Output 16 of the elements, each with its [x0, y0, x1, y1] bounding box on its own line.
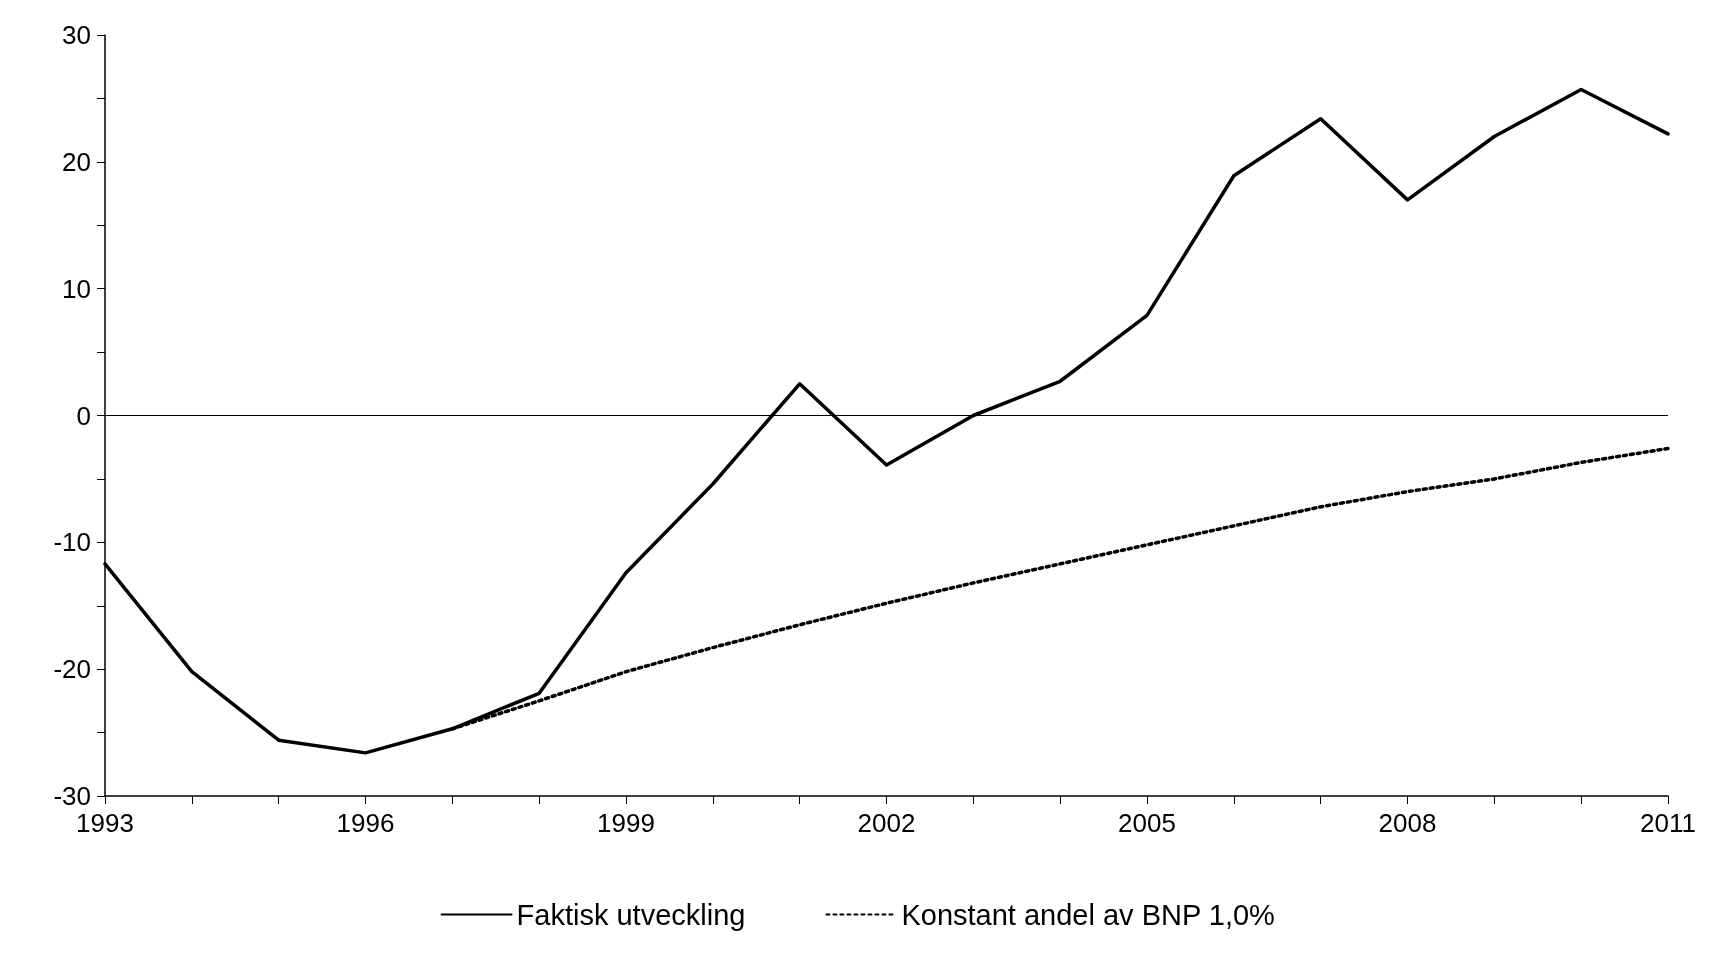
legend-label: Konstant andel av BNP 1,0%	[901, 898, 1275, 931]
y-tick-label: 10	[62, 273, 91, 304]
y-tick-label: -10	[53, 527, 91, 558]
y-tick-label: 30	[62, 20, 91, 50]
x-tick-label: 2005	[1118, 808, 1176, 838]
y-tick-label: 20	[62, 146, 91, 177]
x-tick-label: 2011	[1640, 808, 1696, 838]
x-tick-label: 2008	[1378, 808, 1437, 838]
x-tick-label: 2002	[857, 808, 916, 838]
legend-label: Faktisk utveckling	[516, 898, 746, 931]
y-tick-label: 0	[76, 400, 91, 431]
y-tick-label: -30	[53, 781, 91, 811]
x-tick-label: 1999	[597, 808, 655, 838]
y-tick-label: -20	[53, 654, 91, 685]
x-tick-label: 1996	[336, 808, 395, 838]
x-tick-label: 1993	[76, 808, 134, 838]
